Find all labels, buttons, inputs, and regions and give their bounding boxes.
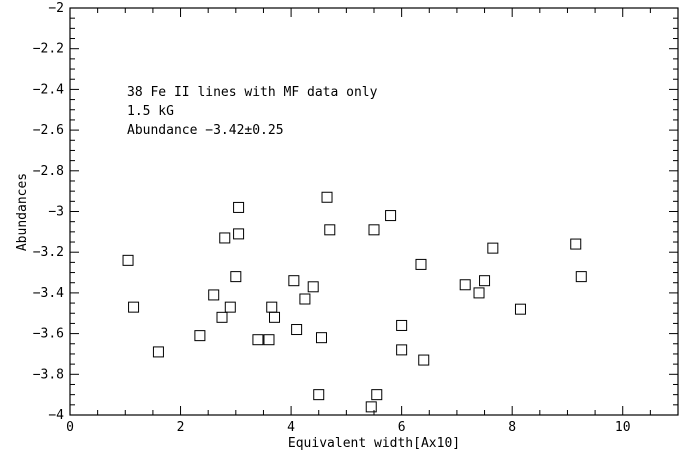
data-point: [479, 275, 491, 287]
x-tick-label: 6: [398, 420, 406, 435]
data-point: [473, 287, 485, 299]
x-tick-label: 10: [615, 420, 631, 435]
y-tick-label: −3.8: [33, 367, 64, 382]
y-tick-label: −3.4: [33, 286, 64, 301]
data-point: [371, 389, 383, 401]
data-point: [230, 271, 242, 283]
data-point: [575, 271, 587, 283]
data-point: [324, 224, 336, 236]
annotation-line: 38 Fe II lines with MF data only: [127, 85, 378, 100]
y-tick-label: −4: [48, 408, 64, 423]
y-tick-label: −3.6: [33, 327, 64, 342]
data-point: [570, 238, 582, 250]
data-point: [128, 301, 140, 313]
data-points: [122, 191, 587, 413]
y-tick-label: −2: [48, 1, 64, 16]
data-point: [385, 210, 397, 222]
data-point: [487, 242, 499, 254]
annotation-line: 1.5 kG: [127, 104, 174, 119]
data-point: [396, 344, 408, 356]
data-point: [415, 258, 427, 270]
data-point: [514, 303, 526, 315]
x-axis-title: Equivalent width[Ax10]: [288, 436, 460, 451]
data-point: [365, 401, 377, 413]
y-tick-label: −3.2: [33, 245, 64, 260]
data-point: [459, 279, 471, 291]
data-point: [233, 228, 245, 240]
data-point: [122, 254, 134, 266]
annotation-block: 38 Fe II lines with MF data only 1.5 kG Ab…: [127, 85, 378, 138]
y-tick-label: −2.4: [33, 82, 64, 97]
x-tick-label: 0: [66, 420, 74, 435]
data-point: [315, 332, 327, 344]
data-point: [418, 354, 430, 366]
plot-area-frame: [69, 7, 679, 416]
data-point: [307, 281, 319, 293]
data-point: [216, 311, 228, 323]
data-point: [396, 319, 408, 331]
axis-ticks: [69, 7, 679, 416]
data-point: [266, 301, 278, 313]
data-point: [152, 346, 164, 358]
y-tick-label: −2.6: [33, 123, 64, 138]
data-point: [291, 324, 303, 336]
data-point: [233, 201, 245, 213]
data-point: [299, 293, 311, 305]
x-tick-label: 8: [508, 420, 516, 435]
data-point: [224, 301, 236, 313]
data-point: [208, 289, 220, 301]
axis-tick-labels: 0 2 4 6 8 10 −4 −3.8 −3.6 −3.4 −3.2 −3 −2.8 −2.6 −2.4 −…: [33, 1, 631, 435]
data-point: [321, 191, 333, 203]
data-point: [263, 334, 275, 346]
data-point: [313, 389, 325, 401]
y-tick-label: −2.2: [33, 42, 64, 57]
data-point: [288, 275, 300, 287]
data-point: [368, 224, 380, 236]
x-tick-label: 2: [177, 420, 185, 435]
data-point: [252, 334, 264, 346]
x-tick-label: 4: [287, 420, 295, 435]
y-axis-title: Abundances: [15, 173, 30, 251]
annotation-line: Abundance −3.42±0.25: [127, 123, 284, 138]
y-tick-label: −3: [48, 205, 64, 220]
data-point: [219, 232, 231, 244]
y-tick-label: −2.8: [33, 164, 64, 179]
data-point: [194, 330, 206, 342]
data-point: [269, 311, 281, 323]
